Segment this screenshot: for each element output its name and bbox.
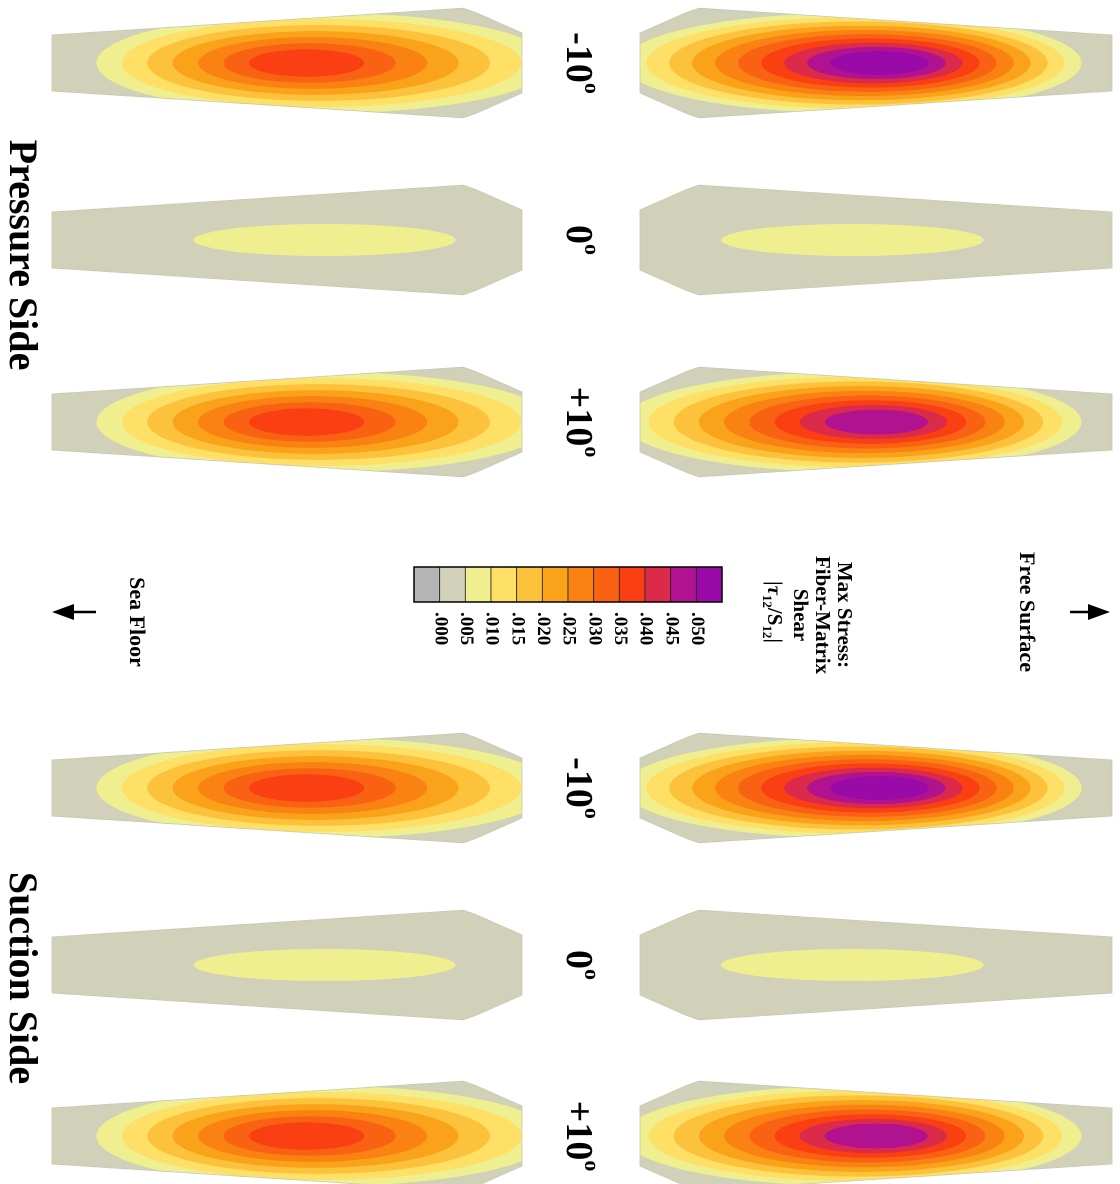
legend-swatch bbox=[618, 566, 646, 603]
legend-formula: |τ12/S12| bbox=[760, 581, 787, 643]
svg-text:-10o: -10o bbox=[558, 32, 605, 94]
legend-tick-label: .035 bbox=[610, 612, 631, 645]
angle-label-pressure-pos10: +10o bbox=[558, 387, 605, 458]
stress-legend: Max Stress: Fiber-Matrix Shear |τ12/S12|… bbox=[413, 556, 857, 675]
angle-value: 0 bbox=[558, 225, 600, 244]
blades-group bbox=[51, 7, 1113, 1184]
stress-contour-band bbox=[248, 49, 365, 77]
angle-value: -10 bbox=[558, 32, 600, 83]
legend-title-line-2: Fiber-Matrix bbox=[811, 556, 835, 675]
free-surface-arrowhead-icon bbox=[1088, 604, 1110, 620]
stress-contour-band bbox=[720, 224, 984, 256]
svg-text:-10o: -10o bbox=[558, 757, 605, 819]
blade-pressure-0-bottom bbox=[639, 184, 1113, 296]
stress-contour-band bbox=[830, 776, 929, 800]
svg-text:+10o: +10o bbox=[558, 1101, 605, 1172]
angle-label-suction-neg10: -10o bbox=[558, 757, 605, 819]
legend-tick-label: .030 bbox=[584, 612, 605, 645]
blade-suction-neg10-bottom bbox=[639, 732, 1113, 844]
angle-label-suction-0: 0o bbox=[558, 950, 605, 980]
blade-suction-pos10-bottom bbox=[639, 1080, 1113, 1184]
legend-swatch bbox=[413, 566, 441, 603]
legend-frame bbox=[413, 566, 723, 603]
svg-text:0o: 0o bbox=[558, 950, 605, 980]
legend-swatch bbox=[516, 566, 543, 603]
angle-value: +10 bbox=[558, 1101, 600, 1161]
stress-contour-band bbox=[193, 949, 456, 981]
stress-contour-band bbox=[824, 409, 928, 435]
stress-contour-band bbox=[248, 408, 365, 436]
blade-suction-neg10-top bbox=[51, 732, 523, 844]
svg-text:+10o: +10o bbox=[558, 387, 605, 458]
legend-swatch bbox=[464, 566, 492, 603]
legend-swatch bbox=[593, 566, 620, 603]
legend-tick-label: .005 bbox=[456, 612, 477, 645]
legend-swatch bbox=[439, 566, 466, 603]
angle-label-suction-pos10: +10o bbox=[558, 1101, 605, 1172]
degree-symbol: o bbox=[580, 83, 605, 94]
degree-symbol: o bbox=[580, 808, 605, 819]
stress-contour-band bbox=[824, 1123, 928, 1149]
formula-s-subscript: 12 bbox=[760, 625, 775, 638]
stress-contour-band bbox=[830, 51, 929, 75]
stress-contour-band bbox=[248, 774, 365, 802]
formula-tau: τ bbox=[763, 586, 787, 596]
legend-swatch bbox=[695, 566, 723, 603]
angle-value: +10 bbox=[558, 387, 600, 447]
legend-title-line-1: Max Stress: bbox=[833, 562, 857, 668]
angle-label-pressure-0: 0o bbox=[558, 225, 605, 255]
blade-suction-0-bottom bbox=[639, 909, 1113, 1021]
legend-title-line-3: Shear bbox=[789, 589, 813, 642]
svg-text:0o: 0o bbox=[558, 225, 605, 255]
blade-pressure-pos10-top bbox=[51, 366, 523, 478]
legend-swatch bbox=[567, 566, 595, 603]
legend-tick-labels: .000.005.010.015.020.025.030.035.040.045… bbox=[430, 612, 708, 645]
sea-floor-label: Sea Floor bbox=[125, 577, 150, 667]
legend-tick-label: .015 bbox=[507, 612, 528, 645]
blade-pressure-pos10-bottom bbox=[639, 366, 1113, 478]
stress-contour-band bbox=[248, 1122, 365, 1150]
legend-tick-label: .045 bbox=[661, 612, 682, 645]
sea-floor-arrowhead-icon bbox=[52, 604, 74, 620]
angle-value: -10 bbox=[558, 757, 600, 808]
pressure-side-label: Pressure Side bbox=[1, 140, 46, 371]
legend-tick-label: .025 bbox=[559, 612, 580, 645]
blade-suction-0-top bbox=[51, 909, 523, 1021]
sea-floor-indicator: Sea Floor bbox=[52, 577, 150, 667]
stress-contour-band bbox=[193, 224, 456, 256]
legend-tick-label: .050 bbox=[687, 612, 708, 645]
legend-swatch bbox=[541, 566, 569, 603]
angle-label-pressure-neg10: -10o bbox=[558, 32, 605, 94]
degree-symbol: o bbox=[580, 446, 605, 457]
legend-swatch bbox=[670, 566, 697, 603]
blade-pressure-neg10-top bbox=[51, 7, 523, 119]
legend-swatch bbox=[490, 566, 518, 603]
free-surface-indicator: Free Surface bbox=[1015, 552, 1110, 672]
angle-value: 0 bbox=[558, 950, 600, 969]
stress-contour-band bbox=[720, 949, 984, 981]
blade-pressure-neg10-bottom bbox=[639, 7, 1113, 119]
legend-color-bar bbox=[413, 566, 723, 603]
degree-symbol: o bbox=[580, 1160, 605, 1171]
formula-tau-subscript: 12 bbox=[760, 595, 775, 608]
blade-suction-pos10-top bbox=[51, 1080, 523, 1184]
legend-swatch bbox=[644, 566, 672, 603]
blade-pressure-0-top bbox=[51, 184, 523, 296]
formula-s: S bbox=[763, 614, 787, 626]
degree-symbol: o bbox=[580, 244, 605, 255]
legend-tick-label: .000 bbox=[430, 612, 451, 645]
suction-side-label: Suction Side bbox=[1, 872, 46, 1084]
legend-tick-label: .020 bbox=[533, 612, 554, 645]
legend-tick-label: .040 bbox=[636, 612, 657, 645]
legend-tick-label: .010 bbox=[482, 612, 503, 645]
degree-symbol: o bbox=[580, 969, 605, 980]
free-surface-label: Free Surface bbox=[1015, 552, 1040, 672]
